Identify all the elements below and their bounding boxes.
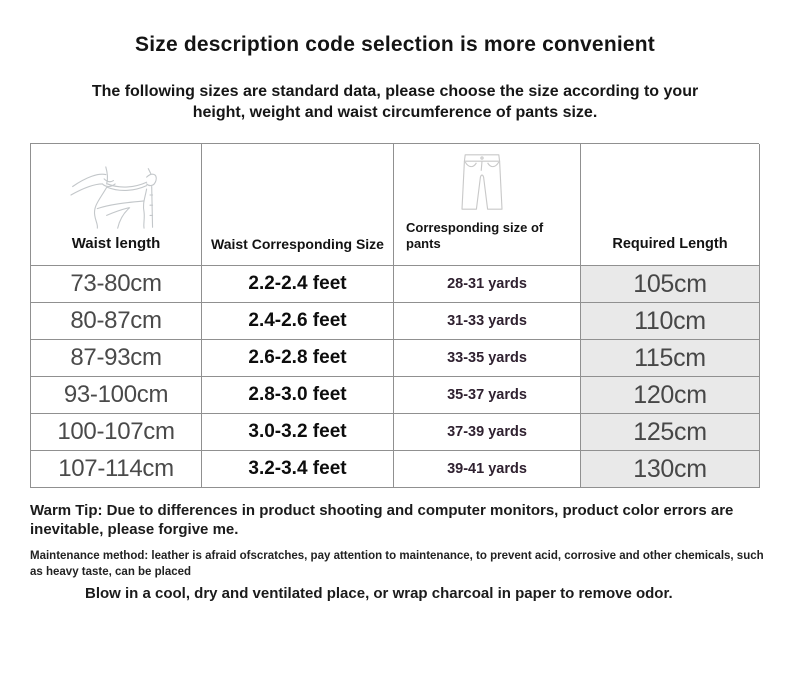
column-header-label: Corresponding size of pants bbox=[406, 219, 544, 251]
waist-feet-value: 2.2-2.4 feet bbox=[202, 266, 394, 304]
waist-cm-value: 107-114cm bbox=[31, 451, 202, 489]
warm-tip-note: Warm Tip: Due to differences in product … bbox=[30, 502, 734, 539]
maintenance-note: Maintenance method: leather is afraid of… bbox=[30, 550, 764, 578]
column-header-label: Required Length bbox=[612, 236, 728, 253]
pants-illustration-icon bbox=[453, 150, 511, 214]
column-header-label: Waist Corresponding Size bbox=[211, 236, 384, 253]
column-header-waist-corresponding-size: Waist Corresponding Size bbox=[202, 144, 394, 267]
waist-feet-value: 3.2-3.4 feet bbox=[202, 451, 394, 489]
waist-cm-value: 87-93cm bbox=[31, 340, 202, 378]
required-length-value: 130cm bbox=[581, 451, 760, 489]
pants-size-value: 28-31 yards bbox=[394, 266, 581, 304]
column-header-required-length: Required Length bbox=[581, 144, 760, 267]
storage-note: Blow in a cool, dry and ventilated place… bbox=[85, 585, 673, 603]
pants-size-value: 39-41 yards bbox=[394, 451, 581, 489]
page-title: Size description code selection is more … bbox=[135, 33, 655, 56]
required-length-value: 120cm bbox=[581, 377, 760, 415]
pants-size-value: 37-39 yards bbox=[394, 414, 581, 452]
required-length-value: 110cm bbox=[581, 303, 760, 341]
column-header-waist-length: Waist length bbox=[31, 144, 202, 267]
waist-measure-illustration-icon bbox=[68, 161, 164, 229]
waist-feet-value: 2.6-2.8 feet bbox=[202, 340, 394, 378]
waist-cm-value: 73-80cm bbox=[31, 266, 202, 304]
required-length-value: 105cm bbox=[581, 266, 760, 304]
required-length-value: 125cm bbox=[581, 414, 760, 452]
size-table: Waist length Waist Corresponding Size Co… bbox=[30, 143, 760, 489]
pants-size-value: 31-33 yards bbox=[394, 303, 581, 341]
page-subtitle: The following sizes are standard data, p… bbox=[91, 83, 699, 122]
waist-feet-value: 2.4-2.6 feet bbox=[202, 303, 394, 341]
waist-feet-value: 2.8-3.0 feet bbox=[202, 377, 394, 415]
waist-cm-value: 80-87cm bbox=[31, 303, 202, 341]
column-header-label: Waist length bbox=[71, 235, 161, 253]
pants-size-value: 35-37 yards bbox=[394, 377, 581, 415]
pants-size-value: 33-35 yards bbox=[394, 340, 581, 378]
waist-cm-value: 93-100cm bbox=[31, 377, 202, 415]
column-header-pants-size: Corresponding size of pants bbox=[394, 144, 581, 267]
required-length-value: 115cm bbox=[581, 340, 760, 378]
waist-feet-value: 3.0-3.2 feet bbox=[202, 414, 394, 452]
waist-cm-value: 100-107cm bbox=[31, 414, 202, 452]
